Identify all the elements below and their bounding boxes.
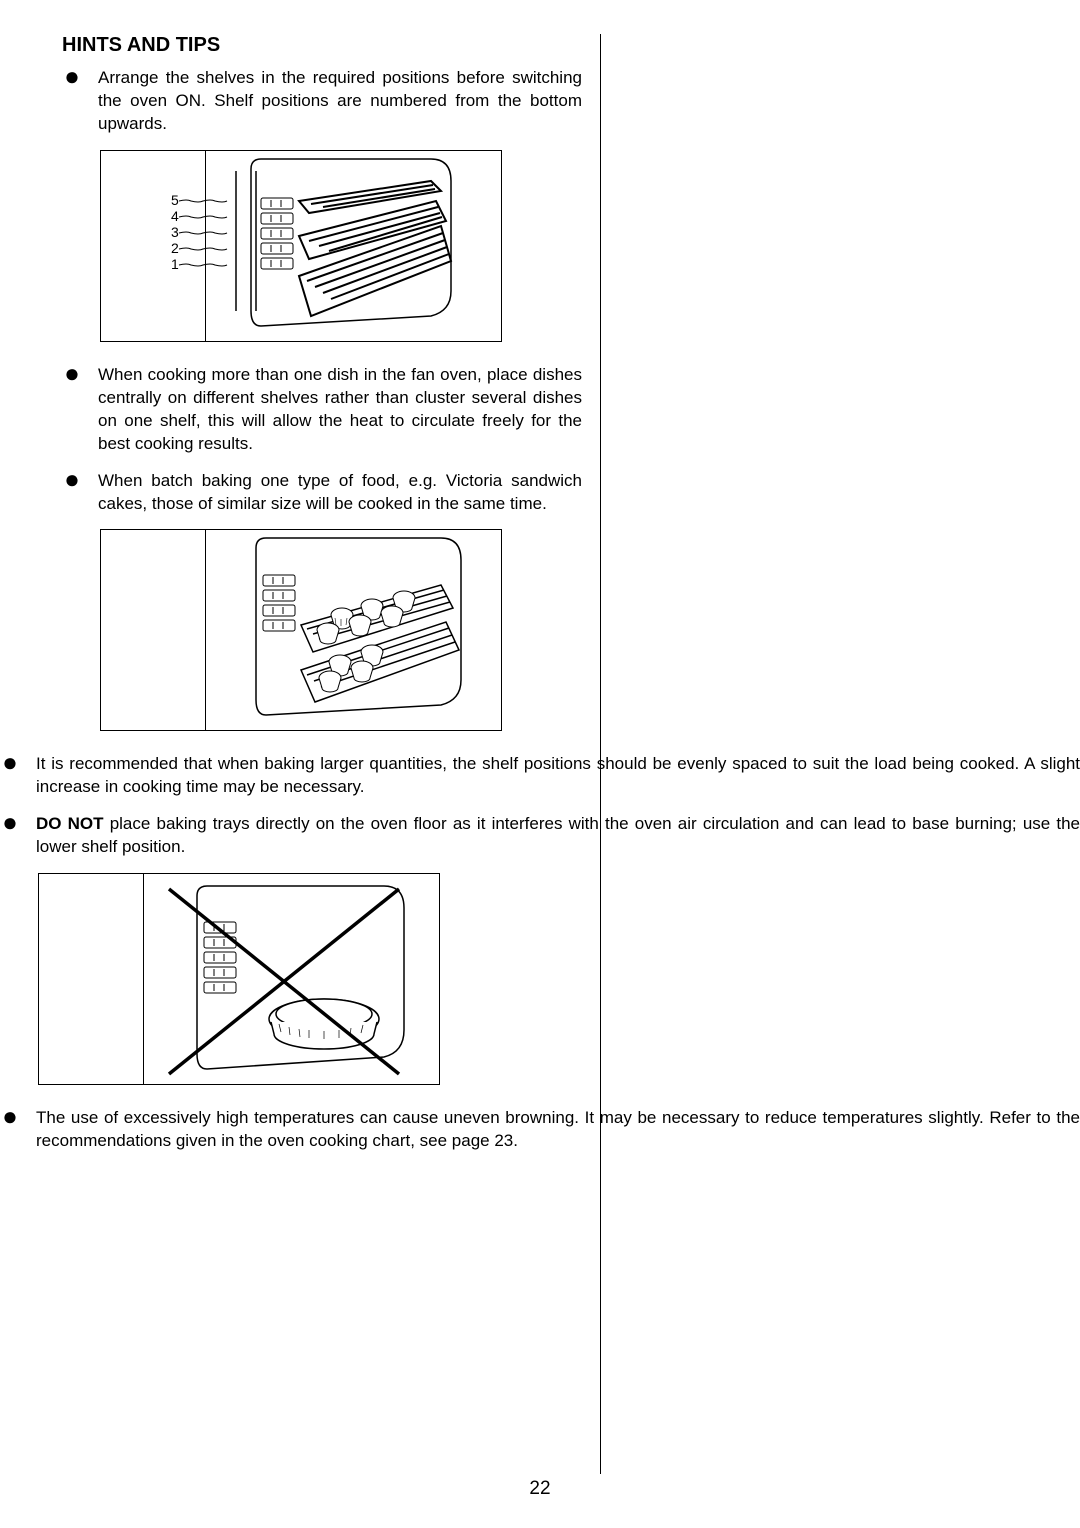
list-item-text: When batch baking one type of food, e.g.… <box>98 470 582 516</box>
figure-divider <box>205 530 206 730</box>
bullet-icon: ● <box>0 1107 20 1125</box>
svg-text:3: 3 <box>171 224 179 240</box>
svg-text:1: 1 <box>171 256 179 272</box>
figure-divider <box>143 874 144 1084</box>
figure-batch-baking <box>100 529 502 731</box>
figure-divider <box>205 151 206 341</box>
list-item: ● When batch baking one type of food, e.… <box>62 470 582 516</box>
bullet-icon: ● <box>62 364 82 382</box>
oven-cupcakes-diagram <box>101 530 501 730</box>
list-item-text-rest: place baking trays directly on the oven … <box>36 814 1080 856</box>
list-item: ● The use of excessively high temperatur… <box>0 1107 1080 1153</box>
list-item: ● Arrange the shelves in the required po… <box>62 67 582 136</box>
list-item-text: It is recommended that when baking large… <box>36 753 1080 799</box>
section-heading: HINTS AND TIPS <box>62 34 582 57</box>
svg-text:5: 5 <box>171 192 179 208</box>
bullet-icon: ● <box>0 753 20 771</box>
bullet-icon: ● <box>62 470 82 488</box>
list-item-text: The use of excessively high temperatures… <box>36 1107 1080 1153</box>
content-column: HINTS AND TIPS ● Arrange the shelves in … <box>0 0 632 731</box>
oven-shelves-diagram: 5 4 3 2 1 <box>101 151 501 341</box>
page-number: 22 <box>0 1478 1080 1500</box>
list-item-text: When cooking more than one dish in the f… <box>98 364 582 456</box>
column-separator <box>600 34 601 1474</box>
list-item-text: Arrange the shelves in the required posi… <box>98 67 582 136</box>
list-item: ● When cooking more than one dish in the… <box>62 364 582 456</box>
figure-shelf-positions: 5 4 3 2 1 <box>100 150 502 342</box>
list-item: ● It is recommended that when baking lar… <box>0 753 1080 799</box>
list-item-text: DO NOT place baking trays directly on th… <box>36 813 1080 859</box>
svg-text:2: 2 <box>171 240 179 256</box>
do-not-emphasis: DO NOT <box>36 814 104 833</box>
bullet-icon: ● <box>62 67 82 85</box>
figure-do-not-floor <box>38 873 440 1085</box>
bullet-icon: ● <box>0 813 20 831</box>
oven-floor-cross-diagram <box>39 874 439 1084</box>
svg-text:4: 4 <box>171 208 179 224</box>
list-item: ● DO NOT place baking trays directly on … <box>0 813 1080 859</box>
